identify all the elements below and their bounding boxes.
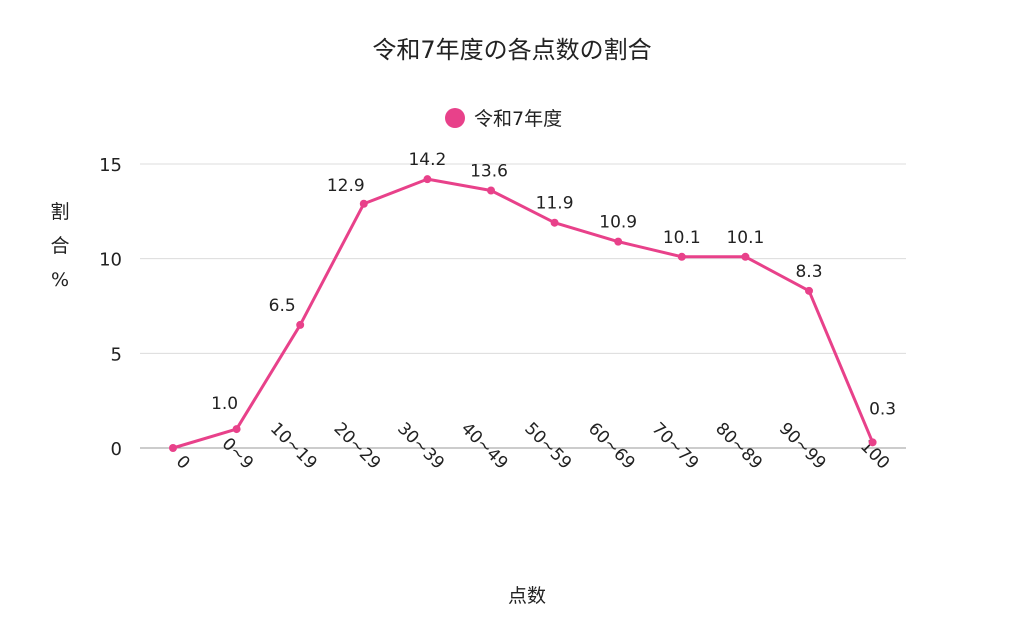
data-label: 6.5: [269, 296, 296, 316]
legend-marker-icon: [445, 108, 465, 128]
x-tick-label: 0~9: [218, 434, 258, 474]
y-tick-label: 0: [111, 439, 122, 460]
data-label: 10.1: [663, 228, 701, 248]
x-tick-label: 30~39: [393, 419, 448, 474]
data-point: [550, 218, 559, 227]
data-point: [614, 237, 623, 246]
x-tick-label: 10~19: [266, 419, 321, 474]
x-axis-label: 点数: [508, 585, 546, 607]
chart-title: 令和7年度の各点数の割合: [372, 36, 651, 64]
gridlines: [140, 163, 906, 449]
data-label: 10.9: [599, 213, 637, 233]
y-axis-label-char: %: [51, 269, 69, 291]
data-label: 1.0: [211, 394, 238, 414]
data-label: 11.9: [536, 194, 574, 214]
data-point: [868, 438, 877, 447]
series-layer: [169, 175, 877, 452]
x-tick-label: 60~69: [584, 419, 639, 474]
x-tick-label: 20~29: [330, 419, 385, 474]
y-tick-label: 10: [99, 250, 122, 271]
data-label: 14.2: [408, 150, 446, 170]
data-point: [359, 199, 368, 208]
x-axis-ticks: 0 0~9 10~19 20~29 30~39 40~49 50~59 60~69 70~79 8…: [172, 419, 893, 474]
series-line: [172, 177, 874, 450]
data-label: 8.3: [795, 262, 822, 282]
y-axis-label: 割合%: [50, 201, 69, 291]
legend: 令和7年度: [445, 108, 562, 130]
y-axis-ticks: 0 5 10 15: [99, 155, 122, 460]
data-labels: 1.0 6.5 12.9 14.2 13.6 11.9 10.9 10.1 10.1 8.3 0.3: [211, 150, 896, 419]
x-tick-label: 40~49: [457, 419, 512, 474]
x-tick-label: 50~59: [520, 419, 575, 474]
data-point: [232, 425, 241, 434]
data-point: [487, 186, 495, 195]
legend-series-label: 令和7年度: [474, 108, 562, 130]
data-label: 12.9: [327, 176, 365, 196]
y-axis-label-char: 合: [50, 235, 69, 257]
data-label: 13.6: [470, 162, 508, 182]
y-axis-label-char: 割: [50, 201, 69, 223]
data-point: [296, 320, 305, 329]
y-tick-label: 15: [99, 155, 122, 176]
data-label: 10.1: [726, 228, 764, 248]
x-tick-label: 0: [172, 452, 194, 474]
data-point: [423, 175, 432, 184]
data-point: [805, 286, 813, 295]
y-tick-label: 5: [111, 344, 122, 365]
x-tick-label: 70~79: [648, 419, 703, 474]
data-point: [741, 252, 750, 261]
data-label: 0.3: [869, 399, 896, 419]
data-point: [169, 444, 177, 452]
data-point: [677, 252, 686, 261]
x-tick-label: 80~89: [711, 419, 766, 474]
x-tick-label: 90~99: [775, 419, 830, 474]
